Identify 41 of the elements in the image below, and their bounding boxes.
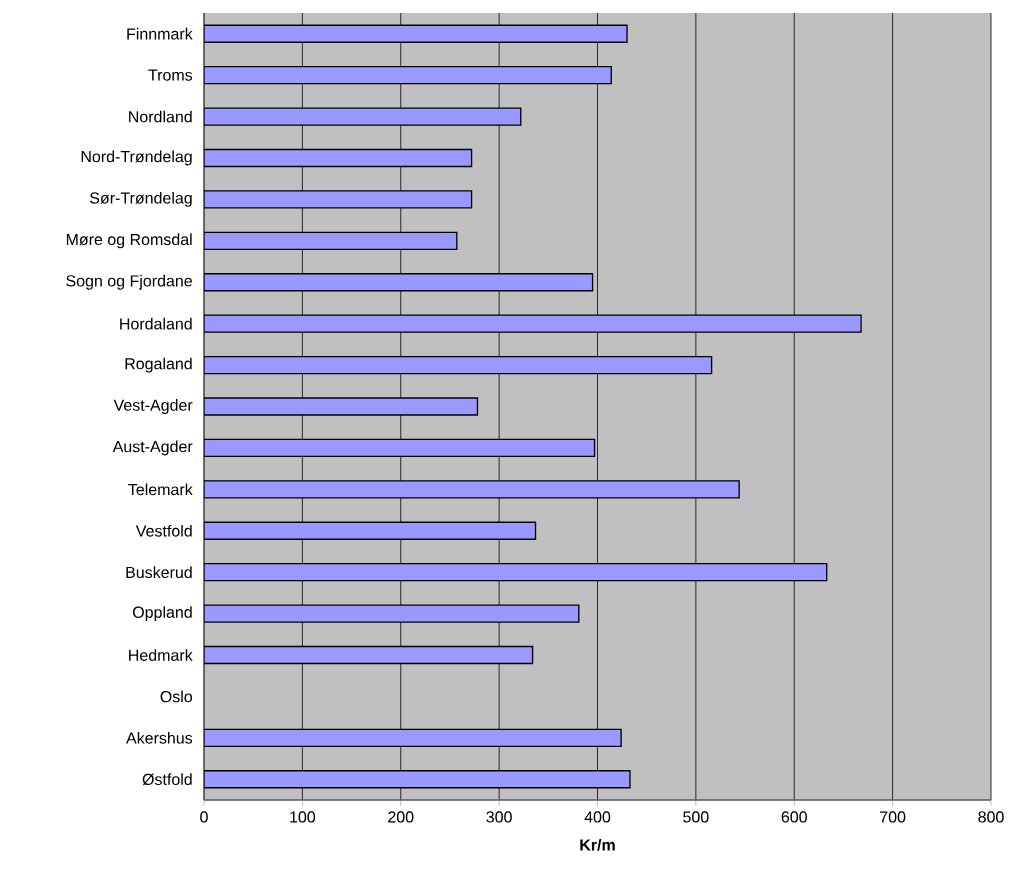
y-tick-label: Møre og Romsdal (66, 233, 192, 249)
x-tick-label: 400 (584, 811, 611, 823)
x-tick-label: 100 (290, 811, 316, 823)
x-tick-label: 600 (781, 811, 807, 823)
x-tick-label: 500 (683, 811, 709, 823)
y-tick-label: Hedmark (129, 649, 193, 661)
y-tick-label: Sogn og Fjordane (66, 274, 192, 290)
x-tick-label: 300 (486, 811, 512, 823)
y-tick-label: Hordaland (120, 317, 192, 330)
bar (204, 231, 458, 250)
y-tick-label: Oppland (132, 606, 192, 622)
x-tick-label: 800 (978, 811, 1004, 823)
y-tick-label: Telemark (128, 483, 193, 496)
y-tick-label: Aust-Agder (112, 440, 193, 456)
y-tick-label: Oslo (160, 690, 193, 703)
bar (204, 521, 537, 540)
bar (204, 273, 594, 292)
bar (204, 65, 612, 85)
x-tick-label: 700 (880, 811, 906, 823)
y-tick-label: Rogaland (125, 357, 192, 373)
y-tick-label: Buskerud (126, 566, 192, 579)
x-tick-label: 200 (388, 811, 414, 823)
bar (204, 24, 628, 43)
bar (204, 728, 622, 748)
y-tick-label: Finnmark (127, 27, 193, 40)
y-tick-label: Østfold (142, 773, 192, 786)
y-tick-label: Akershus (126, 732, 193, 744)
bar (204, 355, 713, 375)
y-tick-label: Nordland (129, 110, 192, 123)
bar (204, 770, 631, 789)
y-tick-label: Vestfold (135, 524, 192, 537)
bar (204, 563, 828, 582)
bar (204, 148, 473, 168)
y-tick-label: Sør-Trøndelag (90, 191, 192, 207)
bar (204, 645, 534, 665)
y-tick-label: Troms (148, 69, 193, 81)
x-axis-title: Kr/m (580, 838, 615, 851)
y-tick-label: Nord-Trøndelag (81, 150, 192, 166)
x-tick-label: 0 (200, 811, 208, 823)
y-tick-label: Vest-Agder (113, 399, 193, 414)
bar (204, 438, 596, 458)
